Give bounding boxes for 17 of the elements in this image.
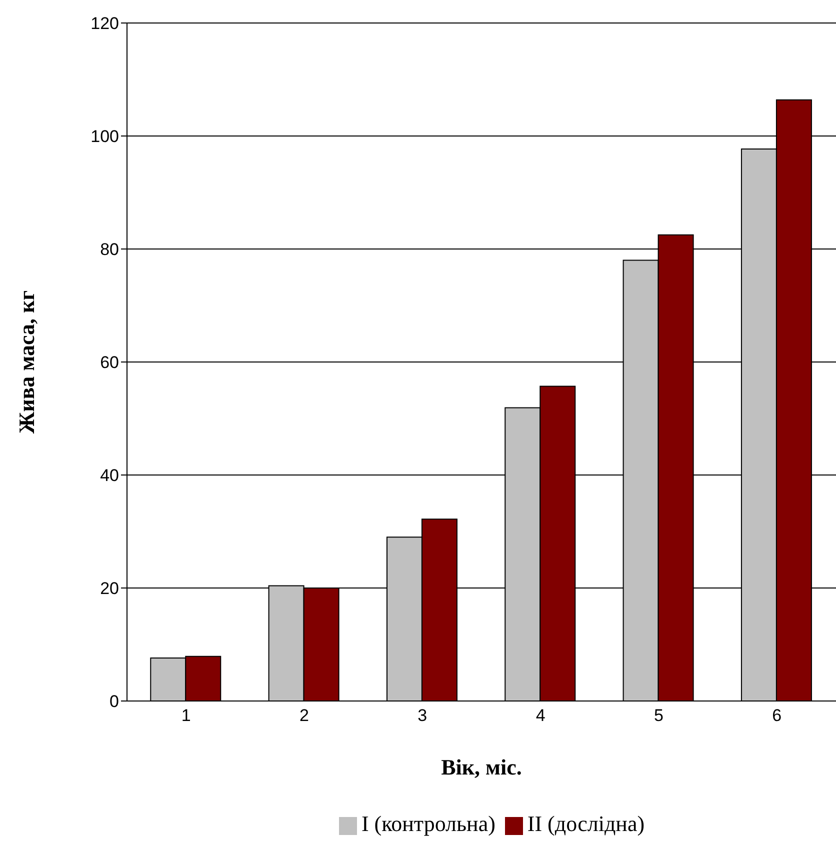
x-tick-label: 1: [181, 706, 191, 726]
x-tick-label: 2: [300, 706, 309, 726]
x-tick-label: 5: [654, 706, 664, 726]
x-tick-label: 4: [536, 706, 546, 726]
y-tick-label: 0: [110, 692, 119, 712]
legend-label: I (контрольна): [361, 811, 496, 836]
x-tick-label: 3: [418, 706, 428, 726]
x-axis-title: Вік, міс.: [441, 754, 522, 780]
y-tick-label: 100: [90, 127, 119, 146]
x-tick-label: 6: [772, 706, 782, 726]
y-tick-label: 120: [90, 14, 119, 34]
y-axis-title: Жива маса, кг: [14, 290, 39, 434]
y-tick-label: 60: [100, 353, 119, 372]
legend-label: II (дослідна): [527, 811, 645, 836]
y-tick-label: 80: [100, 240, 119, 260]
y-tick-label: 20: [100, 579, 119, 598]
y-tick-label: 40: [100, 466, 119, 486]
